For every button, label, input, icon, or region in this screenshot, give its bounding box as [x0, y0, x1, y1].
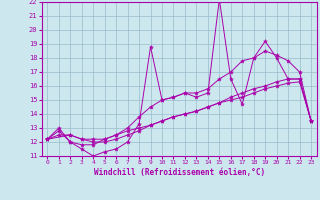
X-axis label: Windchill (Refroidissement éolien,°C): Windchill (Refroidissement éolien,°C) — [94, 168, 265, 177]
